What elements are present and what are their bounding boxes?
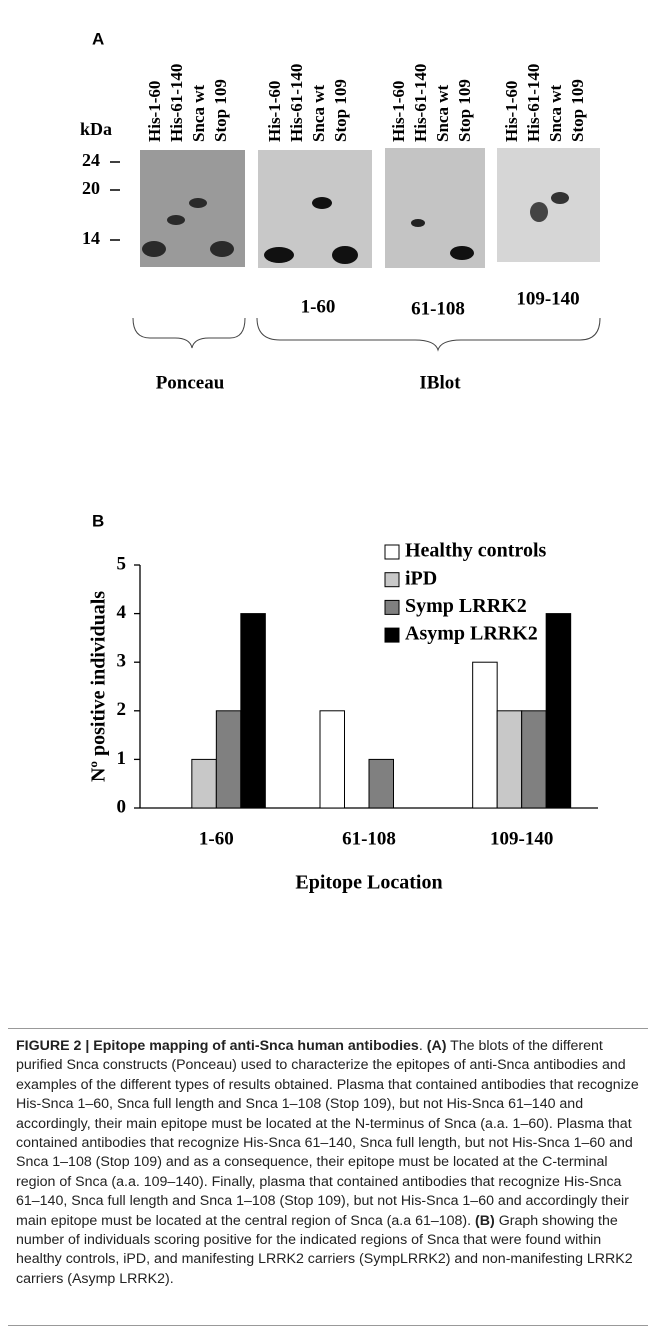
kda-label: kDa [80, 119, 112, 139]
lane-label: His-1-60 [502, 81, 521, 142]
bar [496, 710, 523, 809]
lane-label: His-61-140 [287, 64, 306, 142]
blot [497, 148, 600, 262]
y-axis-label: Nº positive individuals [88, 591, 110, 782]
lane-label: Snca wt [433, 85, 452, 142]
lane-label: Stop 109 [331, 79, 350, 142]
band [167, 215, 185, 225]
band [551, 192, 569, 204]
bar [472, 661, 498, 809]
band [210, 241, 234, 257]
caption-b-label: (B) [475, 1212, 495, 1229]
bar [215, 710, 242, 809]
legend-label: iPD [405, 567, 437, 589]
band [264, 247, 294, 263]
lane-label: Snca wt [309, 85, 328, 142]
lane-label: Snca wt [189, 85, 208, 142]
legend-label: Healthy controls [405, 540, 547, 562]
brace [132, 317, 246, 349]
band [450, 246, 474, 260]
lane-label: His-1-60 [389, 81, 408, 142]
legend-label: Asymp LRRK2 [405, 623, 538, 645]
y-tick-label: 4 [117, 602, 127, 623]
lane-label: Stop 109 [568, 79, 587, 142]
panel-label: B [92, 511, 104, 530]
x-axis-label: Epitope Location [295, 872, 442, 894]
lane-label: Stop 109 [211, 79, 230, 142]
y-tick-label: 0 [117, 796, 127, 817]
marker-label: 24 [82, 150, 100, 170]
blots [140, 148, 600, 268]
group-label: IBlot [419, 372, 461, 393]
caption-title: FIGURE 2 | Epitope mapping of anti-Snca … [16, 1038, 419, 1054]
band [312, 197, 332, 209]
caption: FIGURE 2 | Epitope mapping of anti-Snca … [8, 1028, 648, 1326]
brace [256, 317, 601, 352]
band [189, 198, 207, 208]
band [142, 241, 166, 257]
lane-label: His-1-60 [265, 81, 284, 142]
lane-label: Snca wt [546, 85, 565, 142]
lane-label: Stop 109 [455, 79, 474, 142]
marker-label: 20 [82, 178, 100, 198]
bar [545, 613, 572, 809]
band [332, 246, 358, 264]
y-tick-label: 3 [117, 651, 127, 672]
panel-label: A [92, 29, 104, 48]
figure: A kDa His-1-60 His-61-140 Snca wt Stop 109 H… [80, 29, 601, 894]
blot-label: 109-140 [516, 288, 579, 309]
legend-label: Symp LRRK2 [405, 595, 527, 617]
bar [521, 710, 547, 809]
legend-swatch [384, 627, 400, 643]
bar [240, 613, 266, 809]
blot-label: 61-108 [411, 298, 465, 319]
x-tick-label: 1-60 [199, 828, 234, 849]
lane-label: His-61-140 [411, 64, 430, 142]
legend-swatch [384, 572, 400, 588]
blot-label: 1-60 [301, 296, 336, 317]
x-tick-label: 61-108 [342, 828, 396, 849]
legend-swatch [384, 544, 400, 560]
caption-a-text: The blots of the different purified Snca… [16, 1038, 639, 1229]
group-label: Ponceau [156, 372, 225, 393]
lane-label: His-61-140 [167, 64, 186, 142]
marker-label: 14 [82, 228, 100, 248]
legend-swatch [384, 599, 400, 615]
y-tick-label: 1 [117, 748, 127, 769]
y-tick-label: 2 [117, 699, 127, 720]
y-tick-label: 5 [117, 553, 127, 574]
bar [191, 758, 217, 809]
bar [319, 710, 345, 809]
lane-label: His-1-60 [145, 81, 164, 142]
band [530, 202, 548, 222]
bar [368, 758, 394, 809]
caption-a-label: (A) [426, 1038, 447, 1054]
band [411, 219, 425, 227]
caption-separator: . [418, 1038, 423, 1054]
lane-label: His-61-140 [524, 64, 543, 142]
x-tick-label: 109-140 [490, 828, 553, 849]
caption-b-text: Graph showing the number of individuals … [16, 1212, 633, 1287]
